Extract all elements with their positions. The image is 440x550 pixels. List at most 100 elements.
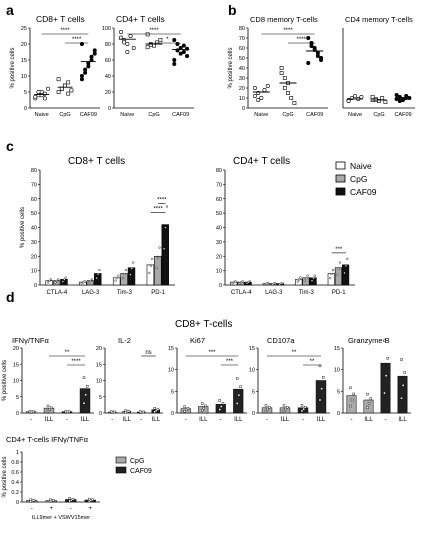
d3-dot-1-1	[202, 406, 206, 410]
a1-point-2-10	[79, 77, 84, 82]
d2-xtick-label-0: -	[111, 417, 113, 423]
b1-ytick-label-6: 60	[239, 46, 245, 52]
c2-dot-2-0-1	[298, 278, 301, 281]
a1-point-2-4	[92, 48, 97, 53]
d5-dot-1-1	[367, 402, 371, 405]
c2-bar-3-2	[342, 264, 350, 286]
c1-dot-1-0-2	[83, 280, 86, 283]
title-a2: CD4+ T cells	[116, 14, 165, 24]
c2-ytick-label-5: 50	[216, 211, 222, 217]
b1-point-0-0	[252, 86, 257, 91]
d5-bar-3	[397, 375, 408, 414]
b1-point-1-6	[282, 86, 287, 90]
c1-dot-0-2-0	[61, 280, 64, 283]
c2-dot-3-0-2	[331, 268, 335, 272]
c1-dot-3-2-2	[165, 205, 169, 208]
d3-dot-3-1	[237, 393, 241, 397]
title-d1: IFNγ/TNFα	[12, 336, 49, 345]
c2-dot-1-0-2	[266, 282, 270, 285]
b2-point-2-5	[394, 93, 399, 98]
b2-point-0-2	[352, 94, 357, 99]
d3-xtick-label-1: ILL	[199, 417, 208, 423]
e1-ytick-label-1: 0.2	[11, 490, 19, 496]
c1-dot-0-1-2	[57, 278, 60, 281]
d3-sig-label-1: ***	[226, 359, 234, 365]
d1-ytick-label-1: 5	[16, 395, 19, 401]
d3-ytick-label-1: 5	[171, 389, 174, 395]
d5-xtick-label-1: ILL	[364, 417, 373, 423]
a1-point-2-3	[89, 54, 94, 59]
c1-dot-3-0-1	[149, 264, 152, 267]
d2-sig-label-0: ns	[145, 350, 151, 356]
c2-dot-0-1-0	[238, 282, 241, 285]
c1-ylabel: % positive cells	[20, 207, 26, 248]
d3-dot-2-3	[218, 399, 221, 402]
title-c1: CD8+ T cells	[68, 156, 125, 167]
d3-dot-0-1	[185, 408, 188, 411]
panel-label-c: c	[6, 138, 14, 154]
c1-xtick-label-3: PD-1	[151, 290, 165, 296]
b1-sig-label-1: ****	[297, 37, 307, 43]
c1-bar-2-1	[120, 273, 128, 286]
d4-dot-2-1	[302, 407, 305, 411]
d3-xtick-label-2: -	[220, 417, 222, 423]
c1-ytick-label-6: 60	[31, 197, 37, 203]
d5-dot-1-0	[366, 406, 369, 409]
c1-dot-1-1-2	[90, 278, 94, 281]
c1-dot-2-1-1	[123, 272, 126, 276]
d3-dot-1-0	[201, 409, 204, 412]
d4-dot-0-2	[268, 406, 271, 409]
c1-dot-2-0-2	[117, 274, 120, 277]
a2-point-1-0	[145, 32, 150, 37]
b1-ytick-label-2: 20	[239, 86, 245, 92]
c1-dot-3-0-0	[148, 271, 151, 275]
a1-point-2-1	[83, 67, 88, 72]
d1-dot-1-2	[50, 406, 53, 409]
b1-point-1-3	[289, 96, 294, 100]
d4-dot-1-2	[286, 406, 289, 409]
a2-point-1-5	[145, 45, 150, 50]
b1-ytick-label-1: 10	[239, 96, 245, 102]
d2-xtick-label-1: ILL	[123, 417, 132, 423]
d5-dot-3-2	[403, 371, 406, 374]
c2-dot-3-1-1	[337, 267, 340, 270]
c1-xtick-label-1: LAG-3	[82, 290, 100, 296]
c2-ytick-label-4: 40	[216, 226, 222, 232]
d1-xtick-label-3: ILL	[81, 417, 90, 423]
c1-bar-1-2	[94, 273, 102, 286]
a2-xtick-label-2: CAF09	[172, 112, 189, 118]
d5-dot-0-1	[350, 398, 354, 402]
a2-xtick-label-1: CpG	[148, 112, 159, 118]
d5-ytick-label-2: 10	[334, 368, 340, 374]
d5-dot-3-0	[400, 397, 403, 400]
c1-dot-2-1-0	[121, 277, 125, 280]
d5-xtick-label-2: -	[385, 417, 387, 423]
legend-swatch-e-caf09	[115, 466, 127, 474]
c2-ytick-label-2: 20	[216, 254, 222, 260]
c1-ytick-label-1: 10	[31, 269, 37, 275]
b1-sig-label-0: ****	[283, 28, 293, 34]
d5-ytick-label-3: 15	[334, 346, 340, 352]
d3-xtick-label-0: -	[185, 417, 187, 423]
d5-dot-1-2	[369, 397, 372, 400]
a1-point-2-0	[79, 74, 84, 79]
a2-ytick-label-0: 0	[108, 106, 111, 112]
a2-point-2-8	[181, 43, 186, 48]
a2-sig-label-0: ****	[149, 28, 159, 34]
d2-xtick-label-3: ILL	[152, 417, 161, 423]
d5-dot-0-3	[349, 386, 352, 390]
a2-point-1-6	[148, 42, 153, 47]
b2-point-2-6	[397, 99, 402, 104]
c2-dot-3-0-1	[330, 272, 333, 276]
legend-label-naive: Naive	[350, 161, 372, 171]
d3-dot-2-2	[221, 402, 225, 405]
d3-dot-2-0	[218, 408, 221, 411]
d5-dot-3-3	[400, 358, 403, 361]
b1-point-1-4	[292, 101, 297, 105]
d4-dot-2-0	[300, 409, 304, 413]
e1-xtick-label-2: -	[70, 506, 72, 512]
c1-dot-1-2-1	[96, 272, 100, 276]
a1-point-2-6	[83, 70, 88, 75]
a2-point-0-6	[122, 40, 127, 45]
c1-dot-3-1-2	[158, 246, 161, 249]
